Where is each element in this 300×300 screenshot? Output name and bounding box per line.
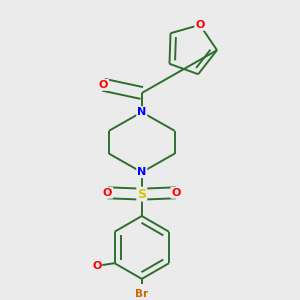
Text: Br: Br: [135, 289, 148, 299]
Text: N: N: [137, 107, 146, 117]
Text: O: O: [103, 188, 112, 198]
Text: O: O: [92, 261, 101, 271]
Text: O: O: [171, 188, 181, 198]
Text: O: O: [195, 20, 205, 30]
Text: O: O: [99, 80, 108, 90]
Text: S: S: [137, 188, 146, 201]
Text: N: N: [137, 167, 146, 177]
